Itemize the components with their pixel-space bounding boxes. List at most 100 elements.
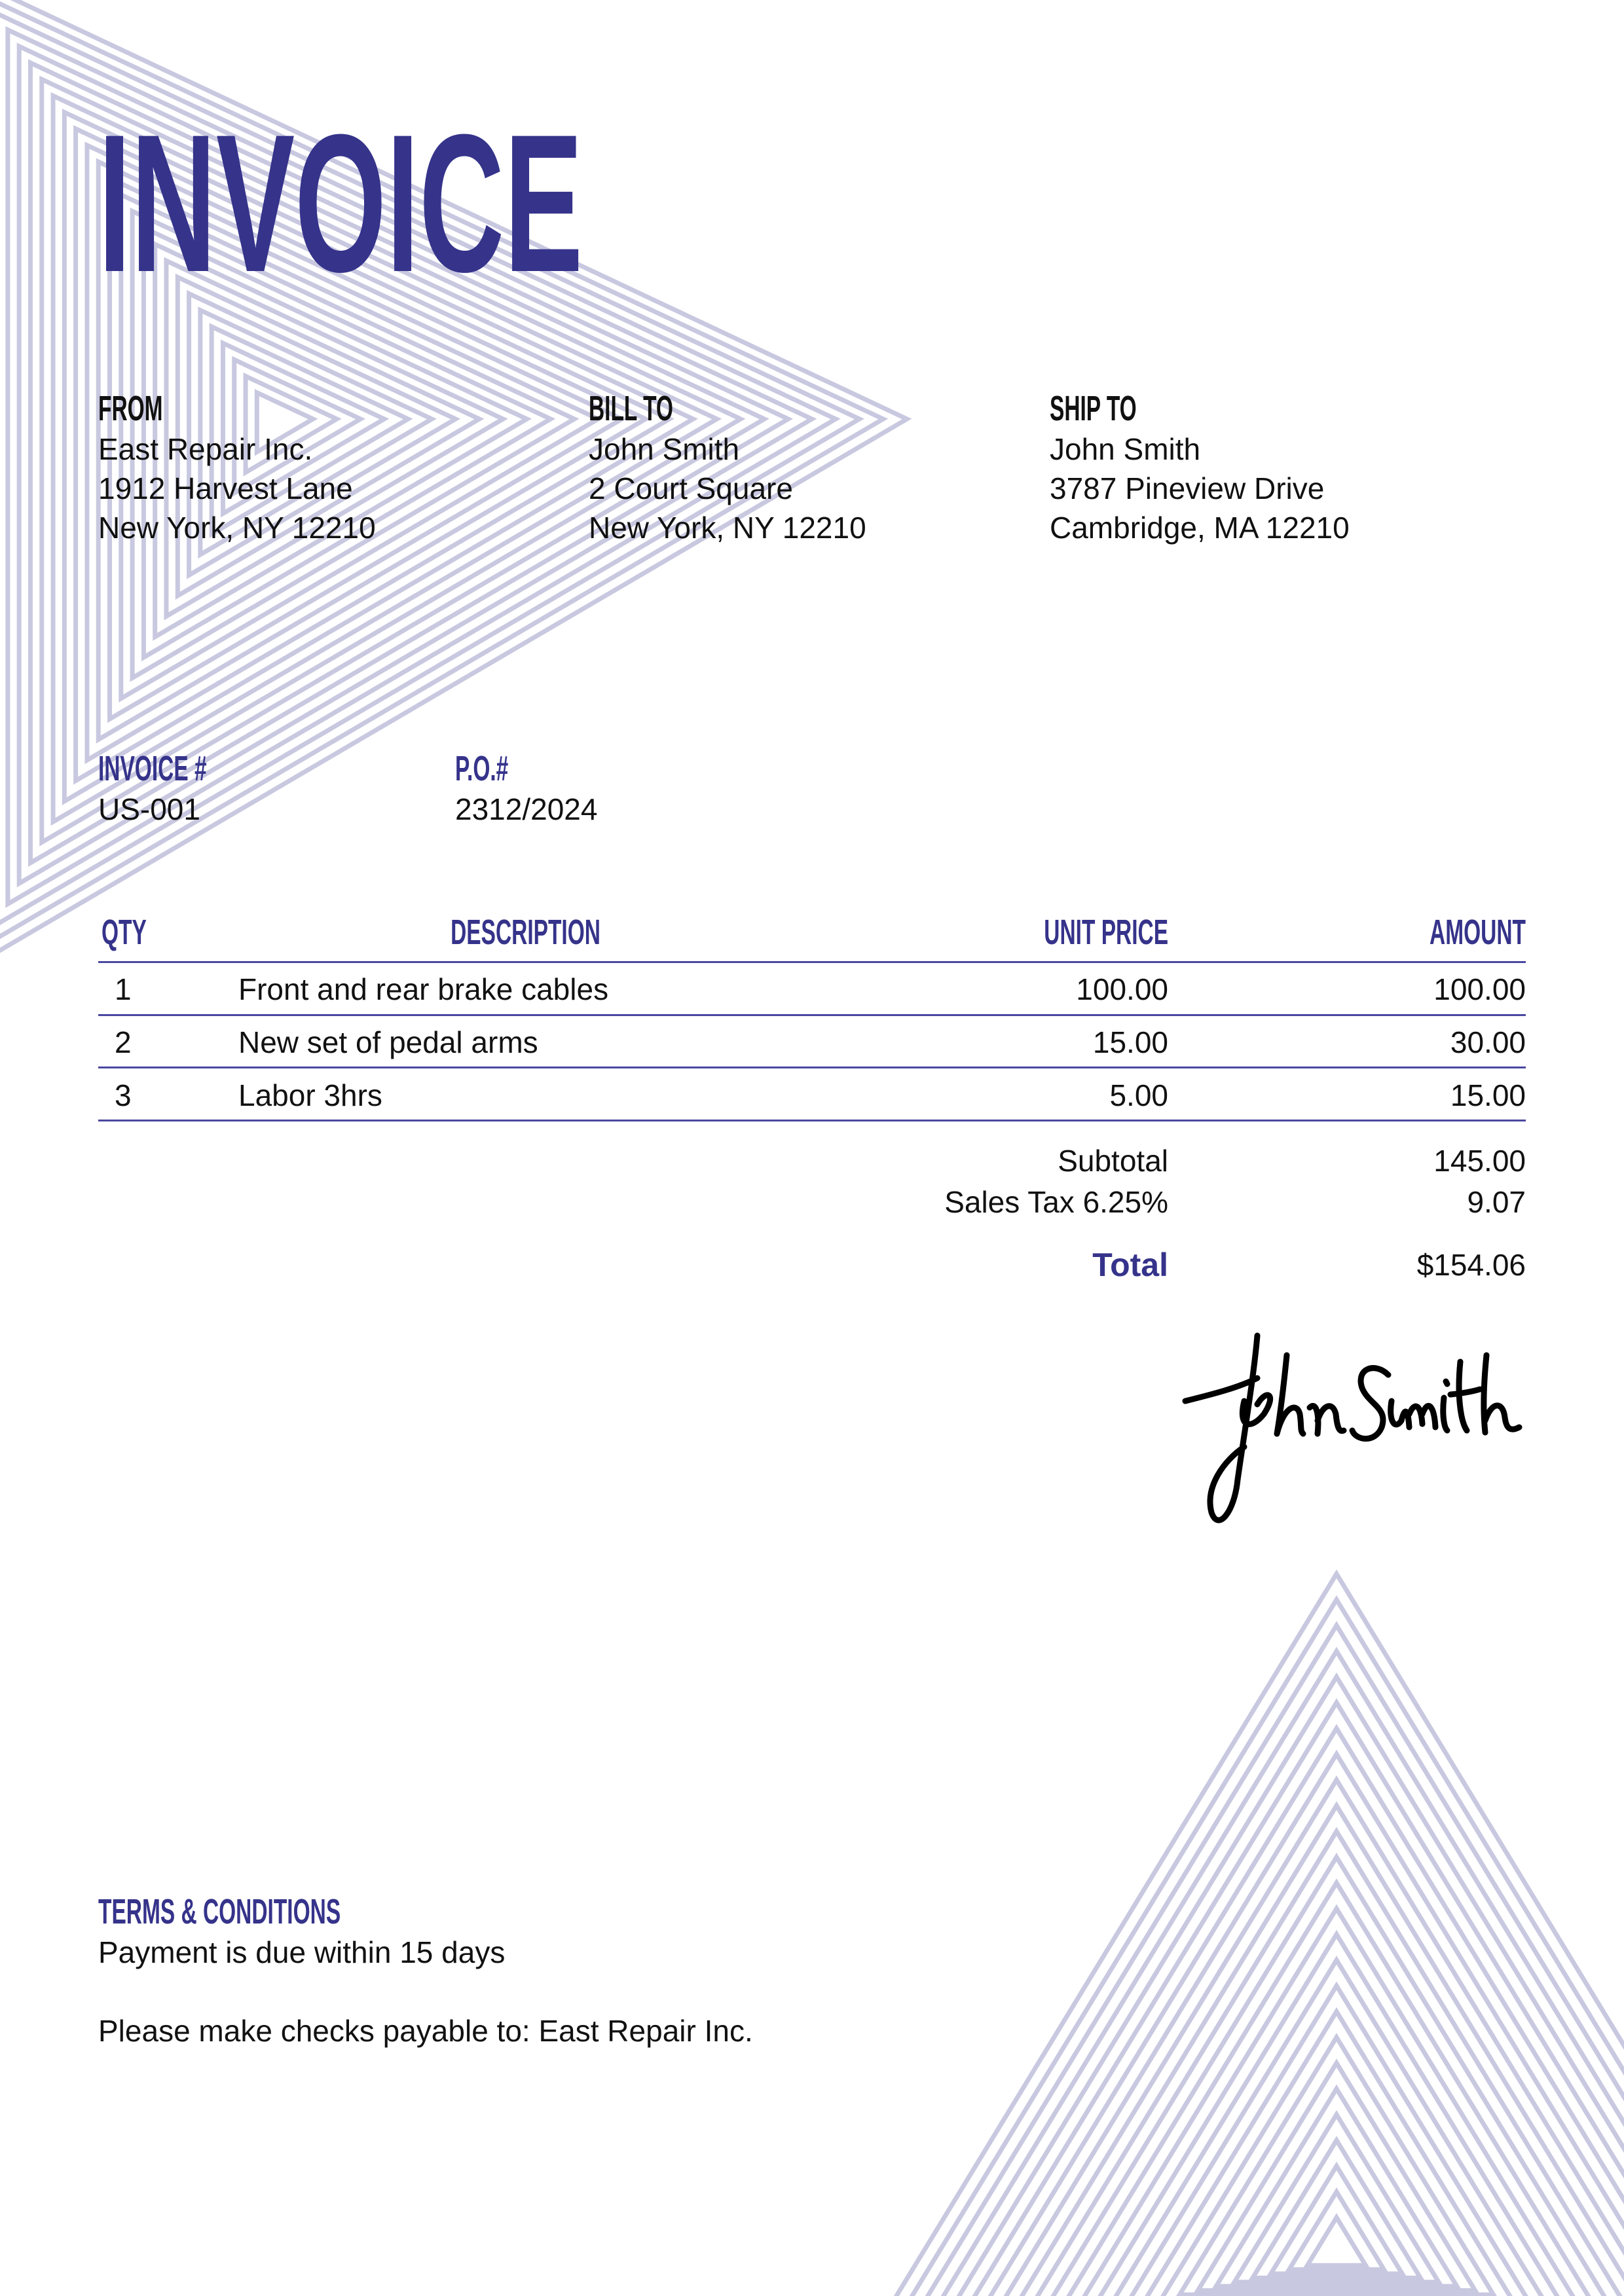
pattern-triangle-bottom-right: [1003, 1749, 1624, 2296]
pattern-triangle-bottom-right: [1145, 1981, 1528, 2296]
tax-label: Sales Tax 6.25%: [944, 1185, 1168, 1219]
invoice-title-text: INVOICE: [98, 93, 583, 313]
pattern-triangle-top-left: [130, 208, 580, 682]
bill-to-block: BILL TO John Smith 2 Court Square New Yo…: [589, 388, 866, 547]
table-divider: [98, 1066, 1526, 1068]
row-description: New set of pedal arms: [238, 1025, 538, 1059]
pattern-triangle-bottom-right: [972, 1698, 1624, 2296]
pattern-triangle-top-left: [16, 43, 817, 888]
pattern-triangle-top-left: [164, 257, 508, 621]
subtotal-label: Subtotal: [1058, 1144, 1168, 1178]
pattern-triangle-bottom-right: [1160, 2007, 1513, 2296]
po-number-block: P.O.# 2312/2024: [455, 748, 597, 829]
pattern-triangle-bottom-right: [1019, 1775, 1624, 2296]
signature-image: [1182, 1332, 1522, 1523]
row-unit-price: 5.00: [1109, 1078, 1168, 1112]
from-line: East Repair Inc.: [98, 432, 313, 466]
table-divider: [98, 1014, 1526, 1016]
row-qty: 2: [115, 1025, 132, 1059]
pattern-triangle-top-left: [62, 108, 722, 805]
invoice-number-label: INVOICE #: [98, 749, 207, 788]
pattern-triangle-bottom-right: [1113, 1929, 1560, 2296]
row-amount: 30.00: [1450, 1025, 1526, 1059]
terms-line: Please make checks payable to: East Repa…: [98, 2014, 753, 2048]
pattern-triangle-top-left: [220, 339, 390, 518]
pattern-triangle-top-left: [187, 290, 461, 579]
pattern-triangle-bottom-right: [1066, 1852, 1607, 2296]
pattern-triangle-top-left: [84, 141, 674, 765]
bill-to-label: BILL TO: [589, 389, 673, 428]
table-divider: [98, 1120, 1526, 1121]
pattern-triangle-bottom-right: [925, 1620, 1624, 2296]
pattern-triangle-bottom-right: [1303, 2213, 1370, 2268]
pattern-triangle-top-left: [0, 0, 912, 953]
bill-to-line: 2 Court Square: [589, 471, 793, 505]
ship-to-line: John Smith: [1050, 432, 1201, 466]
pattern-triangle-top-left: [153, 240, 532, 641]
row-qty: 1: [115, 972, 132, 1006]
pattern-triangle-bottom-right: [1248, 2136, 1425, 2280]
pattern-triangle-top-left: [232, 355, 366, 498]
pattern-triangle-bottom-right: [1035, 1801, 1624, 2296]
header-amount: AMOUNT: [1371, 911, 1526, 953]
pattern-triangle-top-left: [73, 125, 698, 785]
po-number-label: P.O.#: [455, 749, 509, 788]
po-number-value: 2312/2024: [455, 792, 598, 826]
from-line: 1912 Harvest Lane: [98, 471, 353, 505]
pattern-triangle-bottom-right: [1082, 1878, 1591, 2296]
total-label: Total: [1092, 1247, 1168, 1283]
pattern-triangle-bottom-right: [909, 1595, 1624, 2296]
pattern-triangle-top-left: [243, 372, 342, 477]
header-qty: QTY: [101, 911, 174, 953]
terms-label: TERMS & CONDITIONS: [98, 1892, 341, 1931]
ship-to-block: SHIP TO John Smith 3787 Pineview Drive C…: [1050, 388, 1350, 547]
subtotal-value: 145.00: [1433, 1144, 1526, 1178]
invoice-title: INVOICE: [98, 105, 906, 301]
pattern-triangle-bottom-right: [1211, 2084, 1462, 2289]
pattern-triangle-top-left: [175, 273, 485, 600]
pattern-triangle-bottom-right: [1194, 2058, 1479, 2293]
pattern-triangle-top-left: [28, 59, 794, 867]
pattern-triangle-bottom-right: [1266, 2161, 1407, 2276]
pattern-triangle-top-left: [0, 1, 889, 939]
ship-to-line: Cambridge, MA 12210: [1050, 511, 1350, 545]
header-qty-text: QTY: [101, 913, 147, 952]
ship-to-label: SHIP TO: [1050, 389, 1137, 428]
total-value: $154.06: [1416, 1248, 1526, 1282]
row-amount: 15.00: [1450, 1078, 1526, 1112]
header-unit-price: UNIT PRICE: [968, 911, 1168, 953]
row-unit-price: 15.00: [1092, 1025, 1168, 1059]
from-block: FROM East Repair Inc. 1912 Harvest Lane …: [98, 388, 376, 547]
pattern-triangle-bottom-right: [1098, 1904, 1576, 2296]
pattern-triangle-top-left: [96, 158, 651, 744]
pattern-triangle-top-left: [0, 12, 864, 926]
pattern-triangle-top-left: [5, 26, 841, 908]
pattern-triangle-bottom-right: [987, 1724, 1624, 2296]
pattern-triangle-top-left: [209, 323, 413, 538]
pattern-triangle-bottom-right: [1230, 2110, 1443, 2285]
row-qty: 3: [115, 1078, 132, 1112]
row-unit-price: 100.00: [1076, 972, 1168, 1006]
invoice-number-value: US-001: [98, 792, 200, 826]
pattern-triangle-bottom-right: [940, 1647, 1624, 2296]
header-amount-text: AMOUNT: [1430, 913, 1526, 952]
pattern-triangle-bottom-right: [956, 1672, 1624, 2296]
terms-block: TERMS & CONDITIONS Payment is due within…: [98, 1891, 753, 2050]
pattern-triangle-top-left: [119, 191, 603, 703]
invoice-number-block: INVOICE # US-001: [98, 748, 273, 829]
from-line: New York, NY 12210: [98, 511, 376, 545]
row-amount: 100.00: [1433, 972, 1526, 1006]
row-description: Front and rear brake cables: [238, 972, 609, 1006]
row-description: Labor 3hrs: [238, 1078, 382, 1112]
bill-to-line: John Smith: [589, 432, 740, 466]
pattern-triangle-top-left: [254, 389, 318, 456]
header-unit-price-text: UNIT PRICE: [1044, 913, 1168, 952]
pattern-triangle-top-left: [107, 174, 627, 723]
pattern-triangle-bottom-right: [1050, 1827, 1623, 2296]
pattern-triangle-bottom-right: [1285, 2187, 1388, 2272]
pattern-triangle-bottom-right: [893, 1569, 1624, 2296]
terms-line: Payment is due within 15 days: [98, 1935, 506, 1969]
pattern-triangle-top-left: [39, 75, 769, 847]
pattern-triangle-top-left: [141, 224, 556, 662]
